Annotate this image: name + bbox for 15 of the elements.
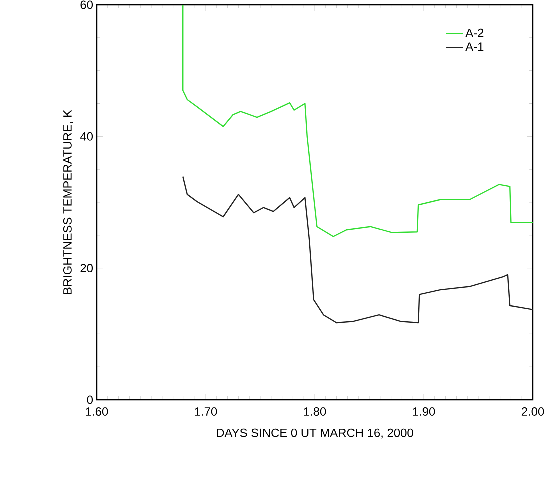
x-tick-label: 1.80 [304,408,326,416]
line-series [182,176,534,324]
legend-label: A-1 [466,42,484,51]
x-tick-label: 1.60 [86,408,108,416]
x-tick-label: 1.70 [195,408,218,416]
x-axis-title: DAYS SINCE 0 UT MARCH 16, 2000 [217,428,414,439]
line-series [182,4,534,238]
y-tick-label: 20 [80,264,94,273]
y-tick-label: 0 [87,396,94,404]
y-tick-label: 60 [80,0,94,10]
y-axis-title: BRIGHTNESS TEMPERATURE, K [63,110,74,294]
x-tick-label: 1.90 [413,408,436,416]
x-tick-label: 2.00 [522,408,544,416]
y-tick-label: 40 [80,132,94,141]
legend-label: A-2 [466,28,484,38]
